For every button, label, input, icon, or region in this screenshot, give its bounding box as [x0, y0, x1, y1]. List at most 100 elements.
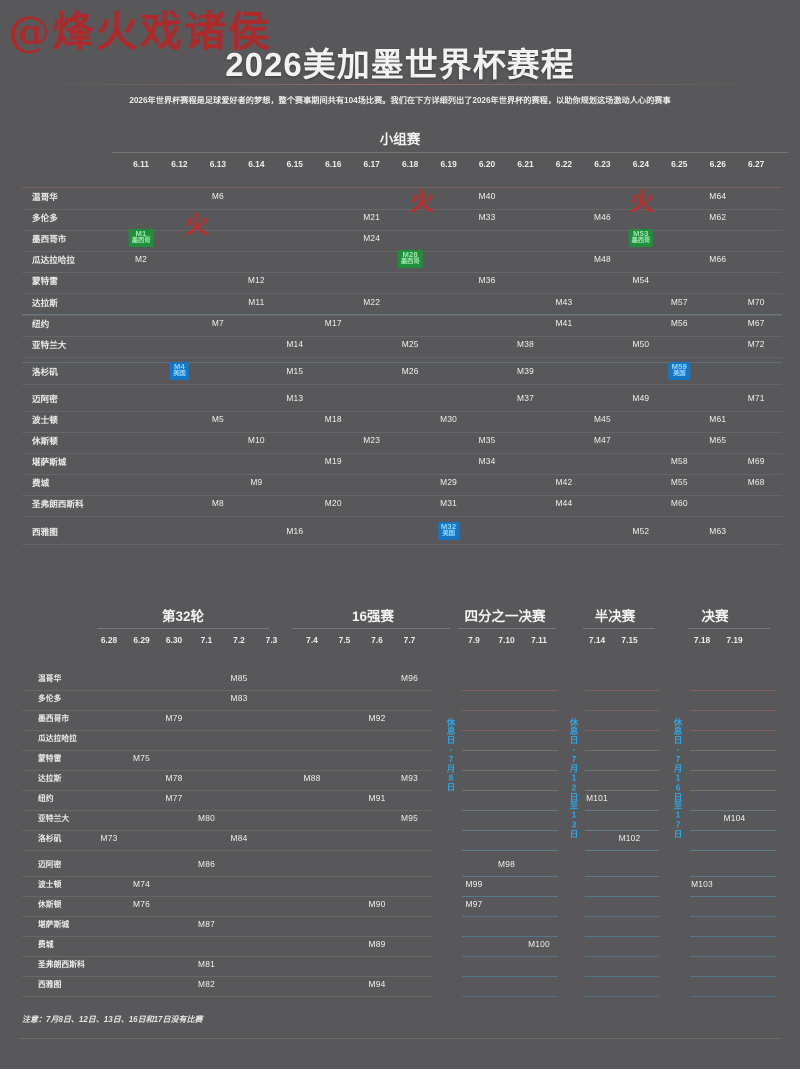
group-match-cell[interactable]: M45 — [593, 414, 611, 424]
group-match-cell[interactable]: M48 — [593, 254, 611, 265]
group-match-cell[interactable]: M56 — [670, 317, 688, 328]
group-match-cell[interactable]: M2 — [134, 254, 148, 265]
group-match-cell[interactable]: M40 — [478, 191, 496, 201]
group-match-cell[interactable]: M26 — [401, 365, 419, 376]
group-match-cell[interactable]: M13 — [286, 392, 304, 403]
group-match-highlight[interactable]: M4 美国 — [170, 361, 189, 380]
group-match-cell[interactable]: M18 — [324, 414, 342, 424]
knockout-match-cell[interactable]: M84 — [230, 833, 248, 843]
group-match-cell[interactable]: M61 — [709, 414, 727, 424]
knockout-match-cell[interactable]: M96 — [401, 673, 418, 683]
group-match-cell[interactable]: M41 — [555, 317, 573, 328]
knockout-match-cell[interactable]: M77 — [165, 793, 183, 803]
group-match-cell[interactable]: M68 — [747, 477, 765, 488]
knockout-match-cell[interactable]: M89 — [368, 939, 386, 949]
group-match-cell[interactable]: M49 — [632, 392, 650, 403]
group-match-cell[interactable]: M43 — [555, 296, 573, 307]
group-match-cell[interactable]: M30 — [440, 414, 458, 424]
group-match-cell[interactable]: M60 — [670, 498, 688, 509]
group-match-cell[interactable]: M54 — [632, 275, 650, 286]
knockout-match-cell[interactable]: M73 — [100, 833, 118, 843]
group-match-cell[interactable]: M57 — [670, 296, 688, 307]
group-match-cell[interactable]: M22 — [363, 296, 381, 307]
group-match-cell[interactable]: M52 — [632, 525, 650, 536]
group-match-cell[interactable]: M24 — [363, 233, 381, 244]
group-match-cell[interactable]: M47 — [593, 435, 611, 446]
group-match-cell[interactable]: M8 — [211, 498, 224, 509]
group-match-highlight[interactable]: M1 墨西哥 — [128, 229, 154, 248]
group-match-cell[interactable]: M69 — [747, 456, 765, 467]
knockout-match-cell[interactable]: M91 — [368, 793, 386, 803]
knockout-match-cell[interactable]: M87 — [198, 919, 215, 929]
group-match-highlight[interactable]: M32 美国 — [437, 521, 460, 540]
knockout-match-cell[interactable]: M85 — [230, 673, 248, 683]
group-match-cell[interactable]: M23 — [363, 435, 381, 446]
group-match-cell[interactable]: M50 — [632, 338, 650, 349]
group-match-highlight[interactable]: M53 墨西哥 — [628, 229, 654, 248]
group-match-cell[interactable]: M58 — [670, 456, 688, 467]
group-match-cell[interactable]: M66 — [709, 254, 727, 265]
knockout-match-cell[interactable]: M102 — [618, 833, 641, 843]
group-match-cell[interactable]: M25 — [401, 338, 419, 349]
knockout-match-cell[interactable]: M76 — [133, 899, 150, 909]
group-match-cell[interactable]: M16 — [286, 525, 304, 536]
knockout-match-cell[interactable]: M97 — [465, 899, 483, 909]
group-match-cell[interactable]: M29 — [440, 477, 458, 488]
group-match-cell[interactable]: M31 — [440, 498, 458, 509]
knockout-match-cell[interactable]: M93 — [401, 773, 418, 783]
group-match-cell[interactable]: M37 — [517, 392, 534, 403]
group-match-cell[interactable]: M35 — [478, 435, 496, 446]
group-match-cell[interactable]: M11 — [248, 296, 265, 307]
knockout-match-cell[interactable]: M90 — [368, 899, 386, 909]
group-match-cell[interactable]: M70 — [747, 296, 765, 307]
group-match-cell[interactable]: M10 — [247, 435, 265, 446]
group-match-cell[interactable]: M39 — [517, 365, 534, 376]
group-match-cell[interactable]: M67 — [747, 317, 765, 328]
group-match-cell[interactable]: M15 — [286, 365, 304, 376]
group-match-cell[interactable]: M19 — [324, 456, 342, 467]
knockout-match-cell[interactable]: M103 — [691, 879, 713, 889]
group-match-cell[interactable]: M17 — [324, 317, 342, 328]
group-match-cell[interactable]: M71 — [747, 392, 765, 403]
knockout-match-cell[interactable]: M78 — [165, 773, 183, 783]
group-match-cell[interactable]: M55 — [670, 477, 688, 488]
group-match-cell[interactable]: M21 — [363, 212, 381, 223]
knockout-match-cell[interactable]: M101 — [586, 793, 608, 803]
group-match-cell[interactable]: M6 — [211, 191, 224, 201]
knockout-match-cell[interactable]: M75 — [133, 753, 150, 763]
knockout-match-cell[interactable]: M92 — [368, 713, 386, 723]
knockout-match-cell[interactable]: M79 — [165, 713, 183, 723]
group-match-cell[interactable]: M5 — [211, 414, 224, 424]
knockout-match-cell[interactable]: M95 — [401, 813, 418, 823]
knockout-match-cell[interactable]: M100 — [528, 939, 550, 949]
group-match-cell[interactable]: M9 — [250, 477, 263, 488]
knockout-match-cell[interactable]: M94 — [368, 979, 386, 989]
knockout-match-cell[interactable]: M99 — [465, 879, 483, 889]
group-match-cell[interactable]: M34 — [478, 456, 496, 467]
group-match-cell[interactable]: M64 — [709, 191, 727, 201]
group-match-cell[interactable]: M7 — [211, 317, 224, 328]
group-match-cell[interactable]: M65 — [709, 435, 727, 446]
group-match-cell[interactable]: M20 — [324, 498, 342, 509]
knockout-match-cell[interactable]: M83 — [230, 693, 248, 703]
group-match-cell[interactable]: M33 — [478, 212, 496, 223]
group-match-highlight[interactable]: M59 美国 — [668, 361, 690, 380]
knockout-match-cell[interactable]: M81 — [198, 959, 215, 969]
knockout-match-cell[interactable]: M74 — [133, 879, 150, 889]
knockout-match-cell[interactable]: M98 — [498, 859, 515, 869]
knockout-match-cell[interactable]: M88 — [303, 773, 321, 783]
group-match-cell[interactable]: M46 — [593, 212, 611, 223]
group-match-cell[interactable]: M36 — [478, 275, 496, 286]
group-match-cell[interactable]: M14 — [286, 338, 304, 349]
group-match-cell[interactable]: M72 — [747, 338, 765, 349]
knockout-match-cell[interactable]: M82 — [198, 979, 215, 989]
group-match-highlight[interactable]: M28 墨西哥 — [397, 250, 423, 269]
group-match-cell[interactable]: M42 — [555, 477, 573, 488]
group-match-cell[interactable]: M62 — [709, 212, 727, 223]
knockout-match-cell[interactable]: M86 — [198, 859, 215, 869]
knockout-match-cell[interactable]: M80 — [198, 813, 215, 823]
knockout-match-cell[interactable]: M104 — [723, 813, 746, 823]
group-match-cell[interactable]: M63 — [709, 525, 727, 536]
group-match-cell[interactable]: M44 — [555, 498, 573, 509]
group-match-cell[interactable]: M38 — [517, 338, 534, 349]
